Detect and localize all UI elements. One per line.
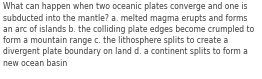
Text: What can happen when two oceanic plates converge and one is
subducted into the m: What can happen when two oceanic plates … <box>3 2 254 68</box>
